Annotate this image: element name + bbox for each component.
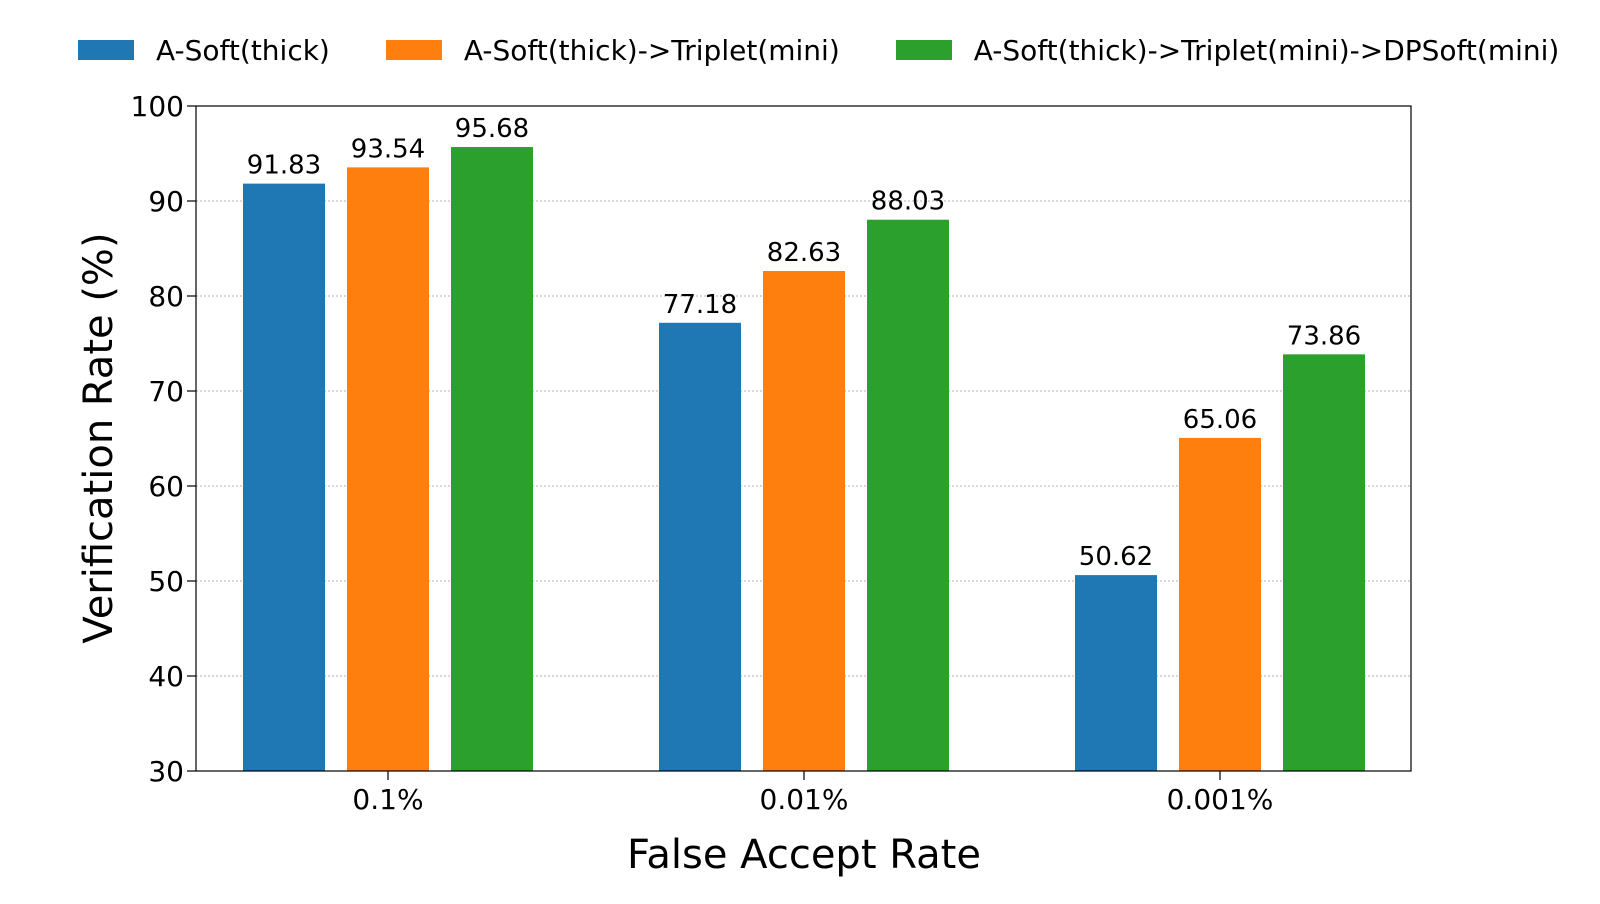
axes: 30 40 50 60 70 80 90 100 0.1% 0.01% 0.001% <box>131 90 1412 816</box>
legend-swatch-series-2 <box>385 40 442 60</box>
data-label-series-3-0.001%: 73.86 <box>1287 321 1361 351</box>
bar-series-1-0.1% <box>243 183 325 772</box>
y-tick-label-100: 100 <box>131 90 184 123</box>
data-label-series-3-0.01%: 88.03 <box>871 187 945 217</box>
bar-series-2-0.01% <box>763 271 845 771</box>
data-label-series-2-0.01%: 82.63 <box>767 238 841 268</box>
x-tick-label-0.001%: 0.001% <box>1167 783 1274 816</box>
legend: A-Soft(thick) A-Soft(thick)->Triplet(min… <box>78 28 1559 72</box>
bar-series-3-0.1% <box>451 147 533 772</box>
x-axis-title: False Accept Rate <box>627 832 981 878</box>
data-label-series-1-0.1%: 91.83 <box>247 151 321 181</box>
y-tick-label-50: 50 <box>148 565 184 598</box>
legend-item-series-2: A-Soft(thick)->Triplet(mini) <box>385 33 840 67</box>
x-tick-label-0.01%: 0.01% <box>760 783 849 816</box>
legend-item-series-1: A-Soft(thick) <box>78 34 330 67</box>
y-tick-label-70: 70 <box>148 375 184 408</box>
y-tick-label-60: 60 <box>148 470 184 503</box>
bar-series-3-0.01% <box>867 219 949 772</box>
bar-series-2-0.001% <box>1179 437 1261 771</box>
y-tick-label-30: 30 <box>148 755 184 788</box>
legend-label-series-1: A-Soft(thick) <box>156 33 330 67</box>
data-label-series-2-0.001%: 65.06 <box>1183 405 1257 435</box>
legend-label-series-3: A-Soft(thick)->Triplet(mini)->DPSoft(min… <box>973 33 1560 67</box>
bar-series-3-0.001% <box>1283 354 1365 771</box>
data-labels: 91.83 77.18 50.62 93.54 82.63 65.06 95.68 88.03… <box>247 114 1361 572</box>
data-label-series-3-0.1%: 95.68 <box>455 114 529 144</box>
y-tick-label-90: 90 <box>148 185 184 218</box>
bars <box>243 147 1365 772</box>
y-axis-title: Verification Rate (%) <box>76 232 122 643</box>
data-label-series-2-0.1%: 93.54 <box>351 134 425 164</box>
y-tick-label-40: 40 <box>148 660 184 693</box>
legend-item-series-3: A-Soft(thick)->Triplet(mini)->DPSoft(min… <box>895 33 1560 67</box>
data-label-series-1-0.01%: 77.18 <box>663 290 737 320</box>
data-label-series-1-0.001%: 50.62 <box>1079 542 1153 572</box>
bar-series-1-0.01% <box>659 322 741 771</box>
x-tick-label-0.1%: 0.1% <box>352 783 423 816</box>
y-tick-label-80: 80 <box>148 280 184 313</box>
legend-swatch-series-1 <box>78 40 134 60</box>
legend-label-series-2: A-Soft(thick)->Triplet(mini) <box>463 33 840 67</box>
bar-series-1-0.001% <box>1075 575 1157 771</box>
bar-series-2-0.1% <box>347 167 429 771</box>
legend-swatch-series-3 <box>895 40 952 60</box>
